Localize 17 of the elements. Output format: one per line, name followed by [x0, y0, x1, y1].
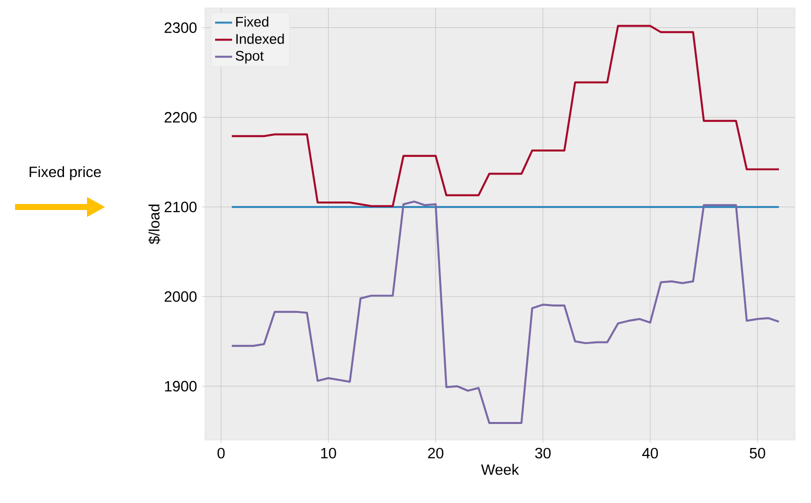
y-tick-label: 2000 — [164, 291, 197, 302]
y-tick-label: 1900 — [165, 380, 197, 392]
x-tick-label: 40 — [642, 448, 658, 458]
text: Fixed price — [30, 166, 101, 180]
x-tick-label: 0 — [218, 448, 225, 458]
x-axis-title: Week — [481, 464, 519, 475]
y-tick-label: 2100 — [164, 202, 197, 212]
y-axis-title: $/load — [148, 204, 160, 244]
legend-label: Fixed — [236, 16, 268, 27]
y-tick-label: 2300 — [164, 22, 197, 33]
legend-label: Spot — [236, 50, 264, 64]
x-tick-label: 30 — [535, 448, 551, 458]
x-tick-label: 50 — [750, 448, 766, 458]
x-tick-label: 20 — [428, 448, 444, 458]
x-tick-label: 10 — [321, 448, 336, 458]
legend-label: Indexed — [236, 34, 284, 44]
y-tick-label: 2200 — [164, 112, 197, 123]
